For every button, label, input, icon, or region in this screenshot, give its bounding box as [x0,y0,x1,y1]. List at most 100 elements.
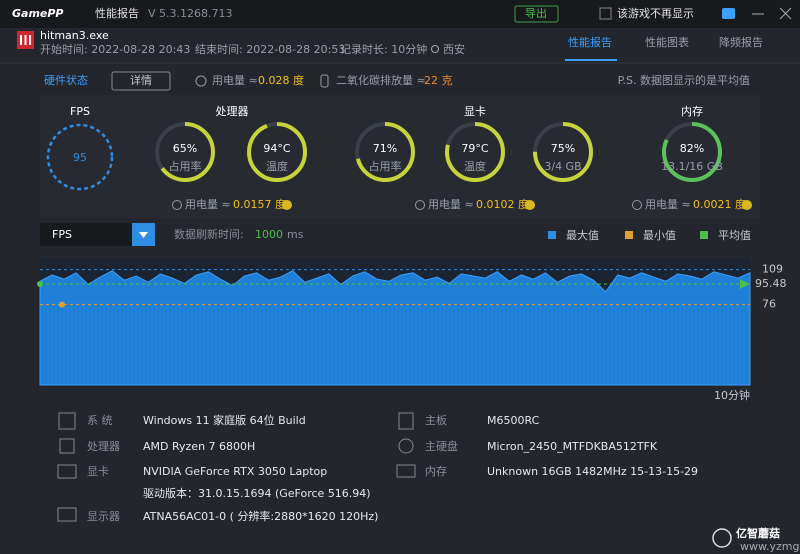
gauge-arc [355,122,415,182]
watermark-url: www.yzmg.com [740,540,800,553]
power-label: 用电量 ≈ [428,198,474,211]
reference-label: 95.48 [755,277,787,290]
power-label: 用电量 ≈ [212,74,258,87]
reference-label: 109 [762,263,783,276]
spec-value: NVIDIA GeForce RTX 3050 Laptop [143,465,327,478]
gauge-sub: 13.1/16 GB [661,160,723,173]
gauge-sub: 温度 [464,159,486,173]
end-time: 结束时间: 2022-08-28 20:53 [195,43,345,56]
spec-label: 主板 [425,413,447,427]
export-button[interactable] [514,5,559,23]
spec-label: 系 统 [87,414,113,427]
gauge-value: 65% [173,142,197,155]
gauge-sub: 温度 [266,159,288,173]
spec-value: Windows 11 家庭版 64位 Build [143,413,306,427]
section-title: 显卡 [464,105,486,118]
window-title: 性能报告 [95,6,139,20]
refresh-unit: ms [287,228,304,241]
legend-swatch [548,231,556,239]
fps-value: 95 [73,151,87,164]
section-title: 处理器 [216,105,249,118]
legend-swatch [625,231,633,239]
spec-value: Micron_2450_MTFDKBA512TFK [487,440,658,453]
spec-label: 主硬盘 [425,439,458,453]
camera-icon[interactable] [722,8,735,19]
game-icon-lines [20,35,31,45]
gauge-arc [662,122,722,182]
co2-icon [320,74,329,88]
dropdown-arrow [139,232,148,238]
details-label[interactable]: 详情 [130,73,152,87]
tab[interactable]: 性能图表 [645,35,689,49]
export-label[interactable]: 导出 [525,6,547,20]
details-button[interactable] [111,71,171,91]
start-time: 开始时间: 2022-08-28 20:43 [40,42,190,56]
logo: GamePP [12,7,64,20]
power-value: 0.0102 度 [476,197,529,211]
spec-driver: 驱动版本：31.0.15.1694 (GeForce 516.94) [143,486,371,500]
power-icon [172,200,182,210]
legend-swatch [700,231,708,239]
no-show-label[interactable]: 该游戏不再显示 [617,6,694,20]
gauge-arc [445,122,505,182]
help-icon [282,200,292,210]
reference-label: 76 [762,298,776,311]
spec-value: ATNA56AC01-0 ( 分辨率:2880*1620 120Hz) [143,509,378,523]
fps-area [39,270,751,386]
close-button[interactable] [779,7,792,20]
spec-value: Unknown 16GB 1482MHz 15-13-15-29 [487,465,698,478]
min-marker [59,301,65,308]
gauge-arc [533,122,593,182]
gauge-sub: 占用率 [169,159,202,173]
help-icon [525,200,535,210]
avg-marker [37,280,43,287]
power-value: 0.0021 度 [693,197,746,211]
metric-dropdown[interactable] [40,223,155,246]
gauge-value: 71% [373,142,397,155]
location-icon [431,45,439,53]
gauge-arc [247,122,307,182]
section-title: FPS [70,105,90,118]
tab[interactable]: 性能报告 [568,35,612,49]
checkbox[interactable] [599,7,612,20]
metric-label[interactable]: FPS [52,228,72,241]
legend-label: 最小值 [643,229,676,242]
status-label: 硬件状态 [44,73,88,87]
legend-label: 平均值 [718,229,751,242]
spec-value: M6500RC [487,414,540,427]
power-value: 0.0157 度 [233,197,286,211]
gauge-arc [155,122,215,182]
spec-label: 内存 [425,464,447,478]
tab[interactable]: 降频报告 [719,35,763,49]
spec-label: 显示器 [87,510,120,523]
gauge-sub: 3/4 GB [544,160,581,173]
help-icon [742,200,752,210]
fps-ring [46,123,114,191]
location: 西安 [443,42,465,56]
gauge-sub: 占用率 [369,159,402,173]
duration: 记录时长: 10分钟 [340,42,427,56]
co2-label: 二氧化碳排放量 ≈ [336,73,426,87]
gauge-value: 79°C [461,142,488,155]
spec-value: AMD Ryzen 7 6800H [143,440,255,453]
spec-label: 显卡 [87,465,109,478]
watermark: 亿智蘑菇 [736,526,780,540]
exe-name: hitman3.exe [40,29,109,42]
spec-icons [57,412,416,522]
title-bar [0,0,800,28]
gauge-value: 75% [551,142,575,155]
gauge-value: 94°C [263,142,290,155]
hardware-panel [40,95,760,218]
power-icon [632,200,642,210]
refresh-label: 数据刷新时间: [174,227,244,241]
section-title: 内存 [681,104,703,118]
avg-arrow [740,278,750,289]
x-end-label: 10分钟 [714,388,750,402]
legend-label: 最大值 [566,228,599,242]
power-icon [415,200,425,210]
power-icon [195,75,207,87]
refresh-value: 1000 [255,228,283,241]
power-value: 0.028 度 [258,73,304,87]
watermark-icon [712,528,732,548]
